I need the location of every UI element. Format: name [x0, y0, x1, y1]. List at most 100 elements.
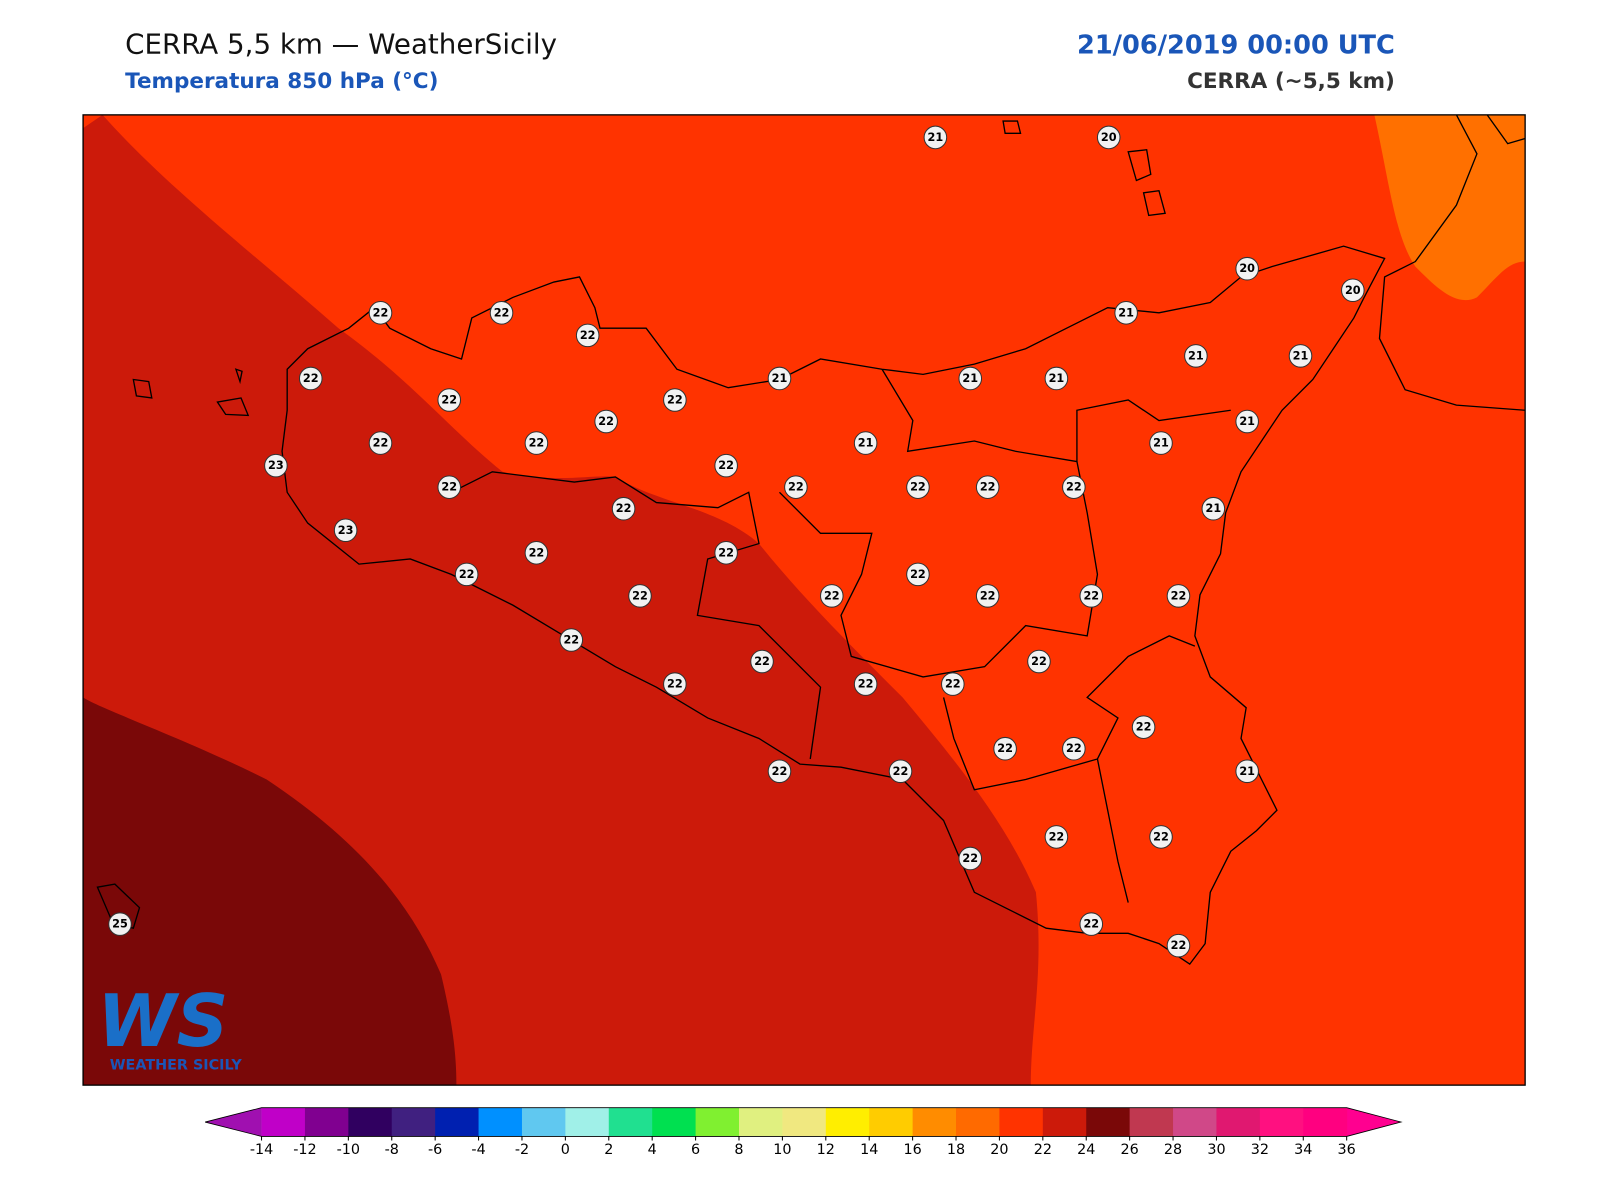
colorbar-tick-label: 28 — [1164, 1142, 1182, 1158]
station-marker — [264, 453, 288, 478]
station-value: 22 — [1136, 721, 1152, 734]
station-marker — [333, 518, 358, 543]
station-value: 22 — [1049, 830, 1065, 843]
station: 22 — [575, 323, 600, 348]
colorbar-tick-label: 12 — [817, 1142, 835, 1158]
station-marker — [784, 475, 808, 499]
station-marker — [1079, 584, 1104, 608]
station-marker — [524, 541, 549, 565]
station-marker — [1044, 366, 1069, 391]
station-value: 22 — [1171, 589, 1187, 602]
station-marker — [1235, 256, 1259, 281]
station-value: 22 — [598, 415, 614, 428]
datetime: 21/06/2019 00:00 UTC — [1077, 30, 1395, 60]
station: 23 — [333, 518, 358, 543]
colorbar-band — [695, 1107, 740, 1137]
station-value: 21 — [1153, 437, 1169, 450]
colorbar-tick-label: 0 — [561, 1142, 570, 1158]
station-marker — [1166, 933, 1191, 958]
station: 22 — [941, 672, 965, 696]
station: 21 — [1235, 409, 1259, 434]
colorbar-band — [1303, 1107, 1348, 1137]
station: 22 — [368, 431, 393, 455]
station-marker — [906, 475, 930, 499]
station: 22 — [524, 541, 549, 565]
station-value: 22 — [529, 546, 545, 559]
station-value: 22 — [1171, 939, 1187, 952]
colorbar-tick-label: 14 — [860, 1142, 878, 1158]
colorbar-tick-label: 8 — [734, 1142, 743, 1158]
station: 22 — [906, 475, 930, 499]
station: 22 — [993, 736, 1017, 761]
colorbar-tick-label: 24 — [1077, 1142, 1095, 1158]
station: 21 — [923, 125, 948, 150]
station: 22 — [853, 672, 878, 696]
station: 21 — [1149, 431, 1173, 455]
station: 22 — [1027, 649, 1051, 674]
station-value: 21 — [1239, 415, 1255, 428]
station-value: 21 — [1205, 502, 1221, 515]
station-value: 20 — [1239, 262, 1255, 275]
colorbar-band — [565, 1107, 610, 1137]
station-value: 22 — [1066, 481, 1082, 494]
station-value: 21 — [1118, 306, 1134, 319]
station: 22 — [1062, 475, 1086, 499]
coastlines — [96, 114, 1526, 966]
station-value: 22 — [441, 394, 457, 407]
colorbar-tick-label: -6 — [428, 1142, 442, 1158]
station-marker — [108, 912, 132, 936]
station-marker — [489, 301, 514, 325]
station-marker — [906, 562, 930, 587]
station-value: 20 — [1101, 131, 1117, 144]
station: 22 — [1166, 933, 1191, 958]
field-18-20 — [1374, 114, 1526, 301]
colorbar-over — [1346, 1107, 1402, 1137]
station-value: 22 — [373, 437, 389, 450]
station-value: 22 — [529, 437, 545, 450]
station-marker — [1062, 475, 1086, 499]
station-marker — [853, 672, 878, 696]
station: 22 — [819, 584, 844, 608]
station-value: 22 — [563, 634, 579, 647]
station-marker — [1166, 584, 1191, 608]
station: 21 — [1044, 366, 1069, 391]
station-marker — [1114, 301, 1138, 325]
colorbar-tick-label: 2 — [604, 1142, 613, 1158]
station-value: 22 — [1083, 918, 1099, 931]
station-value: 22 — [494, 306, 510, 319]
station: 22 — [1131, 715, 1156, 739]
station-value: 22 — [667, 394, 683, 407]
station: 22 — [368, 301, 393, 325]
station-marker — [594, 409, 618, 434]
station: 22 — [559, 628, 584, 652]
station-value: 22 — [632, 589, 648, 602]
station-marker — [437, 388, 462, 412]
field-24-26 — [83, 697, 457, 1086]
station-marker — [1044, 825, 1069, 849]
colorbar-tick-label: 16 — [903, 1142, 921, 1158]
station-marker — [575, 323, 600, 348]
station-marker — [454, 562, 479, 587]
station: 22 — [1079, 912, 1104, 936]
colorbar-band — [956, 1107, 1000, 1137]
colorbar-band — [1216, 1107, 1261, 1137]
colorbar-band — [304, 1107, 349, 1137]
station-value: 22 — [893, 765, 909, 778]
station-value: 22 — [980, 481, 996, 494]
station-marker — [628, 584, 652, 608]
station: 20 — [1096, 125, 1121, 150]
station-value: 22 — [824, 589, 840, 602]
station-value: 25 — [112, 918, 128, 931]
map-frame — [82, 114, 1526, 1086]
colorbar-tick-label: 26 — [1121, 1142, 1139, 1158]
station-value: 22 — [962, 852, 978, 865]
colorbar-band — [652, 1107, 697, 1137]
station-marker — [1235, 759, 1259, 784]
station-value: 22 — [459, 568, 475, 581]
stations: 21 20 20 20 22 22 22 21 22 21 21 21 21 21 22 22 22 21 22 22… — [108, 125, 1365, 958]
station-value: 22 — [1083, 589, 1099, 602]
colorbar-band — [1086, 1107, 1131, 1137]
station-marker — [1079, 912, 1104, 936]
station-marker — [975, 475, 1000, 499]
station-marker — [663, 672, 687, 696]
